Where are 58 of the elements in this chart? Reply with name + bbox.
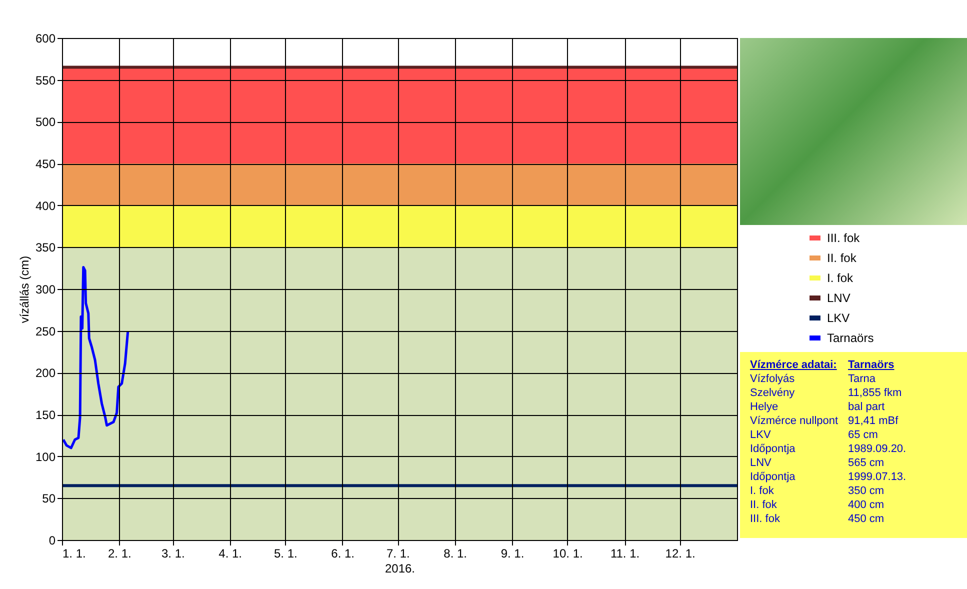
x-tick-label: 7. 1. [386, 546, 410, 560]
text: 11,855 fkm [848, 386, 902, 400]
text: I. fok [750, 484, 775, 498]
text: Vízmérce nullpont [750, 414, 840, 428]
x-tick-label: 6. 1. [331, 546, 355, 560]
text: 1999.07.13. [848, 470, 906, 484]
text: II. fok [750, 498, 778, 512]
y-tick-label: 500 [35, 115, 56, 130]
text: Vízmérce adatai: [750, 358, 838, 372]
legend-label: III. fok [827, 231, 861, 245]
x-axis-title: 2016. [384, 562, 416, 576]
y-tick-label: 250 [35, 324, 56, 338]
y-tick-label: 0 [48, 534, 56, 548]
text: III. fok [750, 512, 781, 526]
text: Helye [750, 400, 780, 414]
y-tick-label: 450 [35, 157, 56, 171]
legend-label: LKV [827, 311, 850, 325]
x-tick-label: 1. 1. [62, 546, 86, 560]
y-tick-label: 400 [35, 198, 56, 213]
y-tick-label: 300 [35, 282, 56, 296]
legend-label: Tarnaörs [827, 331, 874, 345]
x-tick-label: 8. 1. [444, 546, 468, 560]
legend-label: LNV [827, 291, 850, 305]
y-tick-label: 600 [35, 32, 56, 46]
text: 65 cm [848, 428, 878, 442]
text: LNV [750, 456, 772, 470]
text: Tarnaörs [848, 358, 894, 372]
text: Időpontja [750, 470, 796, 484]
x-tick-label: 3. 1. [161, 546, 185, 560]
x-tick-label: 11. 1. [610, 546, 640, 560]
y-tick-label: 100 [35, 450, 56, 464]
text: 91,41 mBf [848, 414, 898, 428]
x-tick-label: 5. 1. [274, 546, 298, 560]
x-tick-label: 12. 1. [665, 546, 696, 560]
text: Vízfolyás [750, 372, 796, 386]
text: bal part [848, 400, 885, 414]
text: Időpontja [750, 442, 796, 456]
text: Tarna [848, 372, 876, 386]
text: 400 cm [848, 498, 884, 512]
y-axis-title: vízállás (cm) [17, 256, 32, 324]
legend-label: II. fok [827, 251, 858, 265]
y-tick-label: 350 [35, 240, 56, 255]
y-tick-label: 50 [42, 492, 56, 506]
x-tick-label: 4. 1. [218, 546, 242, 560]
x-tick-label: 10. 1. [552, 546, 583, 560]
x-tick-label: 2. 1. [108, 546, 132, 560]
legend-label: I. fok [827, 271, 854, 285]
text: 350 cm [848, 484, 884, 498]
text: LKV [750, 428, 772, 442]
text: 565 cm [848, 456, 884, 470]
y-tick-label: 150 [35, 408, 56, 422]
text: Szelvény [750, 386, 796, 400]
text: 450 cm [848, 512, 884, 526]
y-tick-label: 550 [35, 73, 56, 88]
y-tick-label: 200 [35, 366, 56, 380]
x-tick-label: 9. 1. [500, 546, 524, 560]
line-series [62, 266, 130, 450]
text: 1989.09.20. [848, 442, 906, 456]
